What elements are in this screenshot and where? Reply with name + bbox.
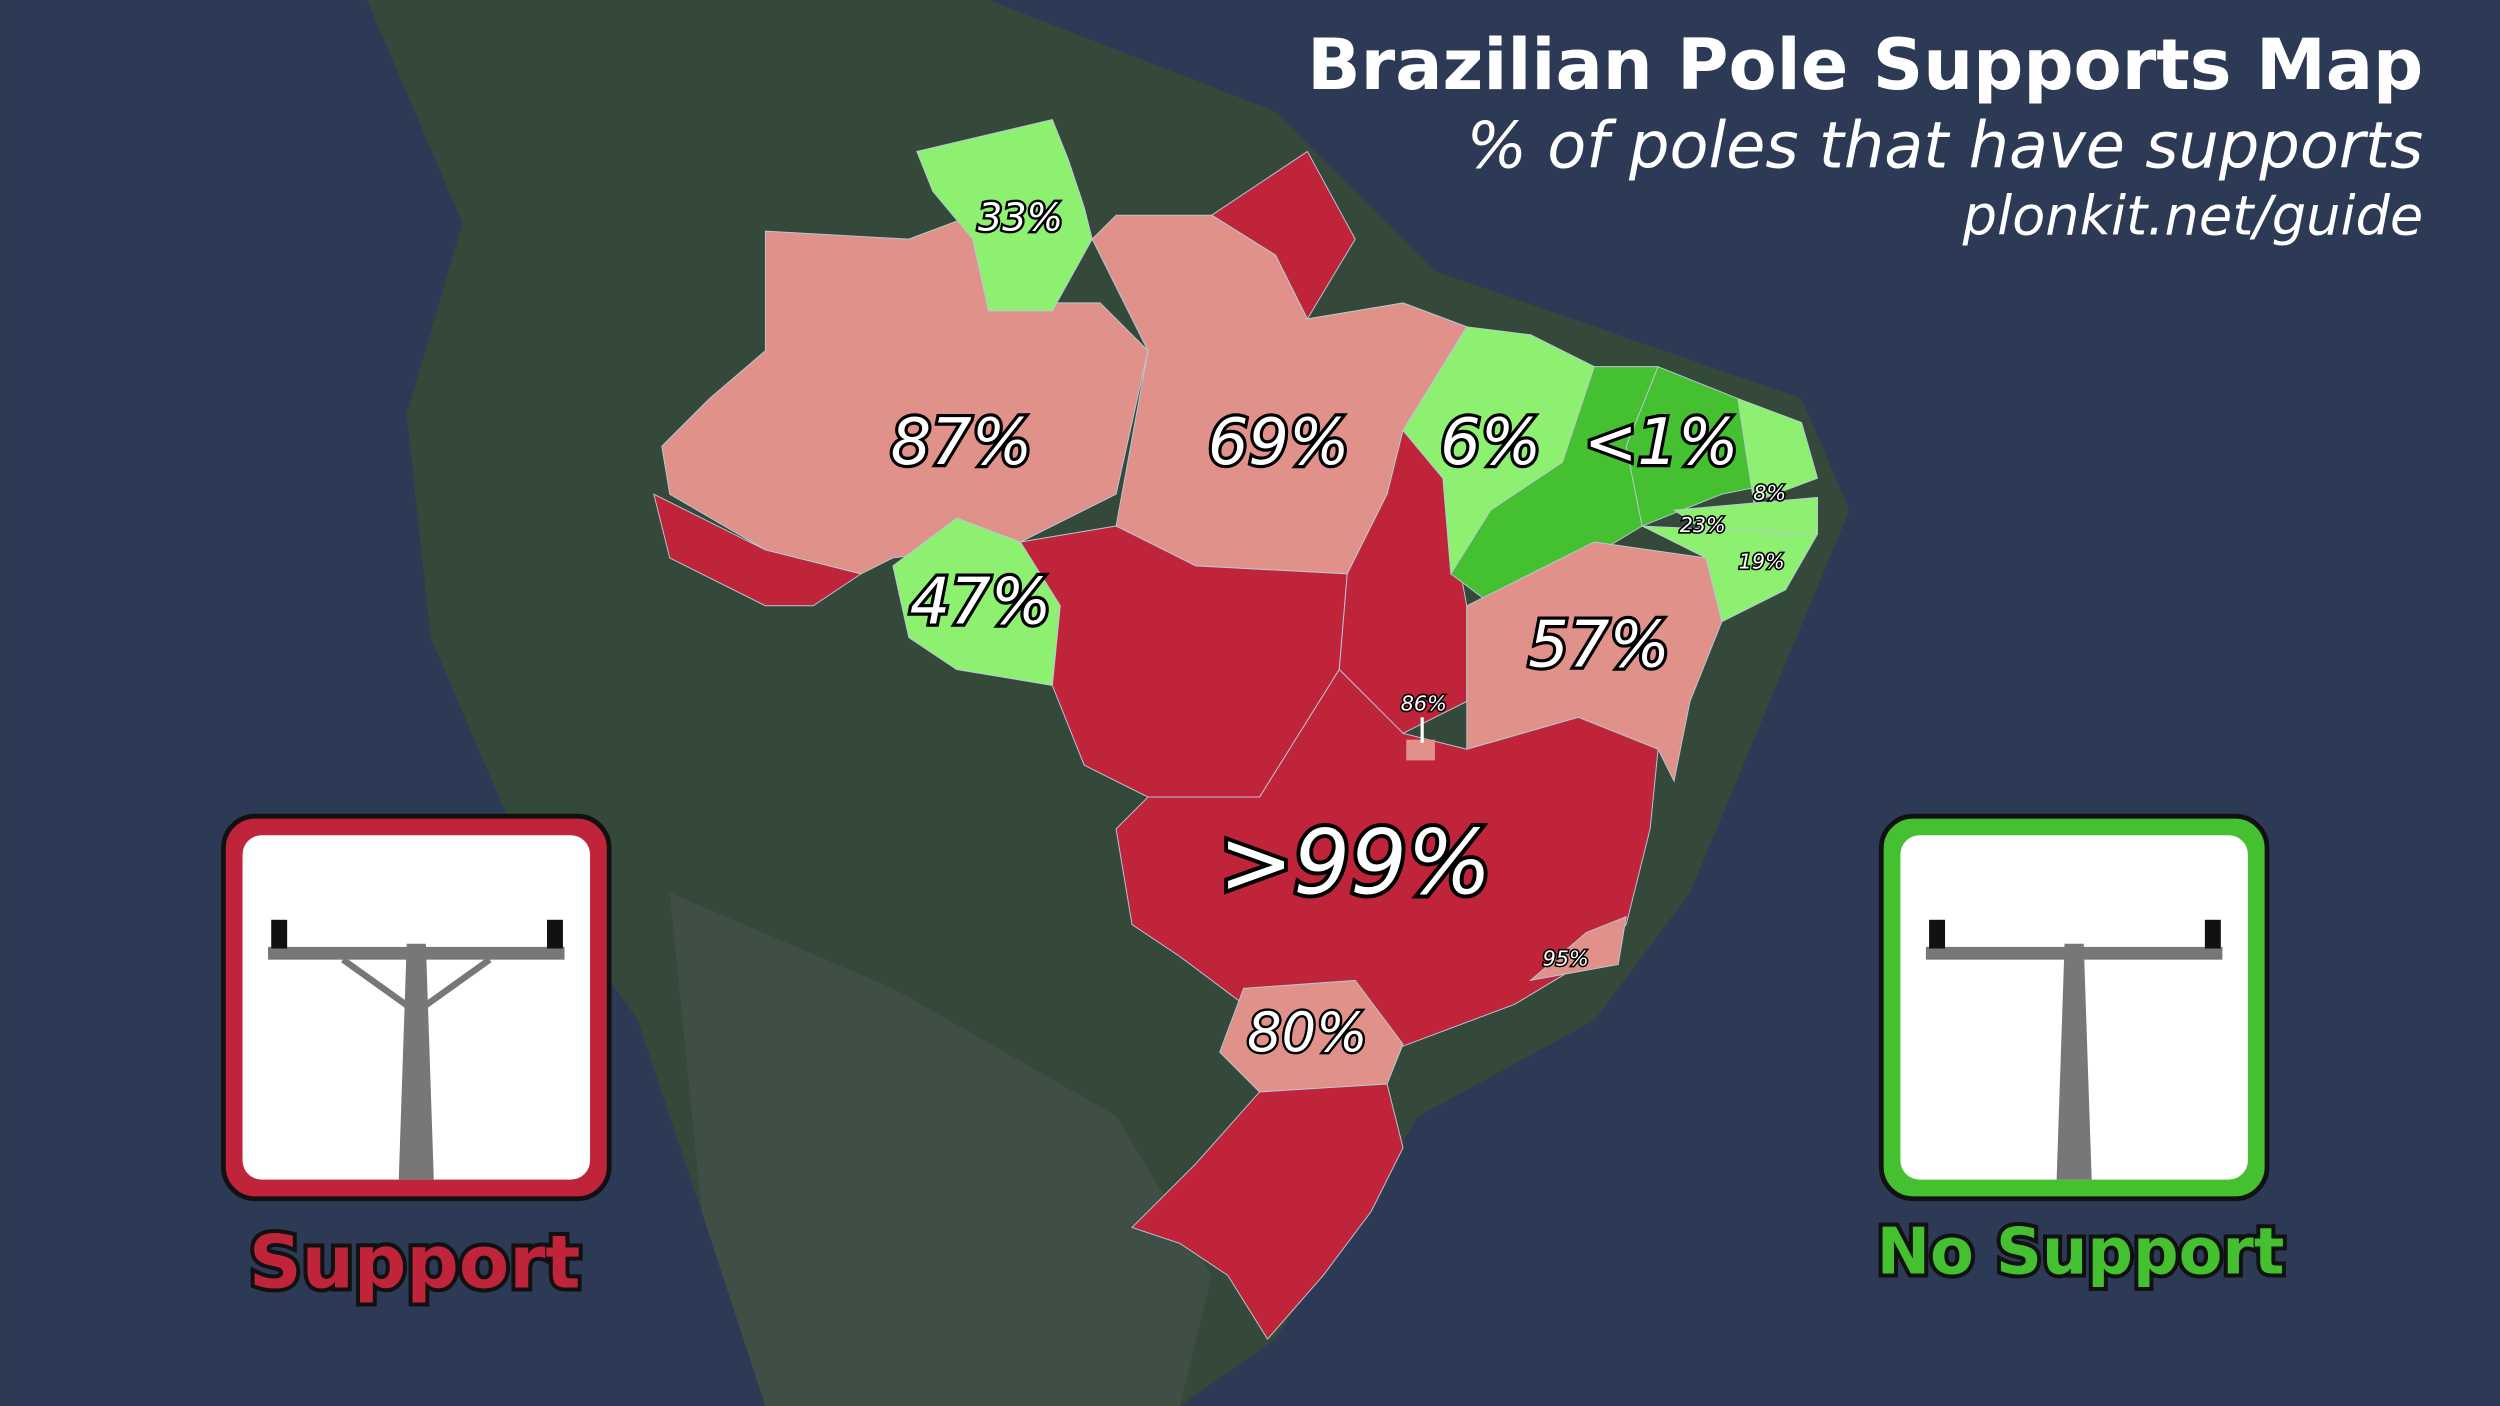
- region-label: 47%: [910, 565, 1052, 639]
- title: Brazilian Pole Supports Map: [1307, 24, 2423, 106]
- region-label: 87%: [891, 406, 1033, 480]
- pole: [2056, 943, 2092, 1180]
- region-label: 57%: [1528, 608, 1670, 682]
- source: plonkit.net/guide: [1962, 185, 2424, 248]
- insulator: [547, 919, 563, 949]
- brace: [341, 957, 412, 1011]
- region-label: >99%: [1219, 811, 1492, 915]
- region-label: 19%: [1739, 550, 1785, 574]
- region-label: 86%: [1401, 692, 1447, 716]
- brace: [420, 957, 492, 1011]
- continent-south: [669, 892, 1212, 1406]
- region-label: 95%: [1543, 947, 1589, 971]
- region: [1528, 915, 1627, 982]
- region-label: 80%: [1247, 1001, 1367, 1064]
- insulator: [271, 919, 288, 949]
- region: [1406, 739, 1435, 761]
- region-label: <1%: [1584, 406, 1739, 480]
- region: [1737, 397, 1819, 503]
- region-label: 8%: [1753, 481, 1786, 505]
- insulator: [1929, 919, 1946, 949]
- region: [1131, 1083, 1404, 1340]
- region: [1466, 541, 1723, 783]
- region-label: 23%: [1680, 513, 1726, 537]
- region-label: 6%: [1440, 406, 1541, 480]
- legend-support: Support: [221, 813, 612, 1309]
- legend-label: Support: [249, 1220, 581, 1305]
- region: [916, 118, 1093, 312]
- region: [653, 493, 863, 607]
- legend-label: No Support: [1877, 1216, 2285, 1290]
- insulator: [2204, 919, 2221, 949]
- region-label: 33%: [978, 195, 1063, 240]
- region: [1115, 668, 1659, 1053]
- subtitle: % of poles that have supports: [1466, 109, 2423, 183]
- region: [1641, 525, 1819, 623]
- brazil: [653, 118, 1819, 1340]
- region: [1210, 150, 1356, 320]
- region-label: 69%: [1208, 406, 1350, 480]
- legend-no-support: No Support: [1873, 813, 2288, 1294]
